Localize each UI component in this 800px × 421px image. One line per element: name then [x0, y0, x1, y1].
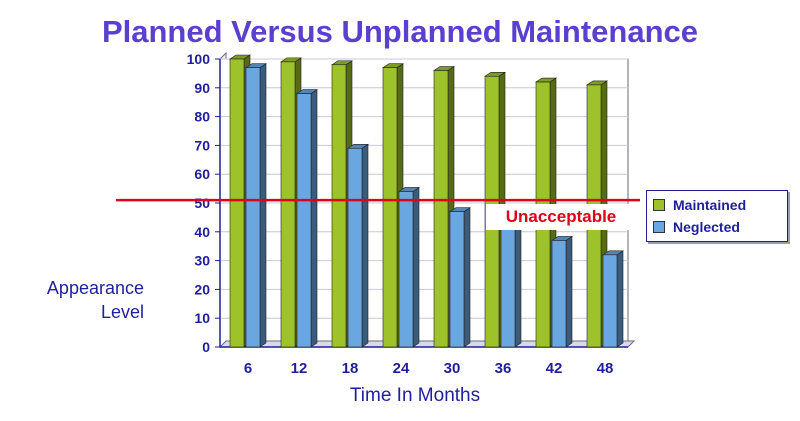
y-tick-label-80: 80: [194, 109, 210, 125]
x-tick-label-36: 36: [495, 360, 512, 377]
bar-neglected-18: [347, 147, 363, 348]
bar-neglected-36: [500, 228, 516, 348]
y-tick-label-40: 40: [194, 224, 210, 240]
legend-swatch-maintained: [653, 199, 665, 211]
x-tick-label-24: 24: [393, 360, 410, 377]
x-axis-label: Time In Months: [349, 385, 481, 406]
legend-item-neglected: Neglected: [653, 217, 740, 237]
chart-title: Planned Versus Unplanned Maintenance: [101, 14, 699, 49]
bar-side-neglected-6: [259, 63, 267, 348]
y-tick-label-90: 90: [194, 80, 210, 96]
x-tick-label-48: 48: [597, 360, 614, 377]
legend-label-maintained: Maintained: [673, 197, 747, 213]
bar-maintained-18: [331, 64, 347, 348]
y-tick-label-100: 100: [187, 51, 211, 67]
bar-neglected-42: [551, 240, 567, 348]
legend-label-neglected: Neglected: [673, 219, 740, 235]
y-tick-label-0: 0: [202, 339, 210, 355]
bar-neglected-12: [296, 93, 312, 348]
y-tick-label-60: 60: [194, 166, 210, 182]
bar-maintained-24: [382, 67, 398, 348]
x-tick-label-18: 18: [342, 360, 359, 377]
bar-maintained-6: [229, 58, 245, 348]
y-axis-label-line-2: Level: [100, 302, 144, 322]
bar-side-neglected-30: [463, 207, 471, 348]
bar-side-neglected-42: [565, 235, 573, 348]
y-axis-label-line-1: Appearance: [46, 278, 144, 298]
bar-side-neglected-48: [616, 250, 624, 348]
legend: Maintained Neglected: [646, 190, 788, 242]
x-tick-label-6: 6: [244, 360, 252, 377]
bar-maintained-30: [433, 70, 449, 348]
x-tick-label-30: 30: [444, 360, 461, 377]
legend-item-maintained: Maintained: [653, 195, 746, 215]
x-tick-label-42: 42: [546, 360, 563, 377]
y-tick-label-50: 50: [194, 195, 210, 211]
bar-neglected-48: [602, 254, 618, 348]
bar-neglected-30: [449, 211, 465, 348]
bar-side-neglected-18: [361, 143, 369, 348]
bar-neglected-6: [245, 67, 261, 348]
threshold-annotation-label: Unacceptable: [486, 204, 636, 230]
bar-neglected-24: [398, 191, 414, 348]
bar-side-neglected-36: [514, 224, 522, 348]
bar-side-neglected-12: [310, 88, 318, 348]
y-tick-label-20: 20: [194, 281, 210, 297]
x-tick-label-12: 12: [291, 360, 308, 377]
bar-maintained-12: [280, 61, 296, 348]
legend-swatch-neglected: [653, 221, 665, 233]
y-tick-label-10: 10: [194, 310, 210, 326]
bar-side-neglected-24: [412, 186, 420, 348]
y-tick-label-70: 70: [194, 137, 210, 153]
y-tick-label-30: 30: [194, 253, 210, 269]
